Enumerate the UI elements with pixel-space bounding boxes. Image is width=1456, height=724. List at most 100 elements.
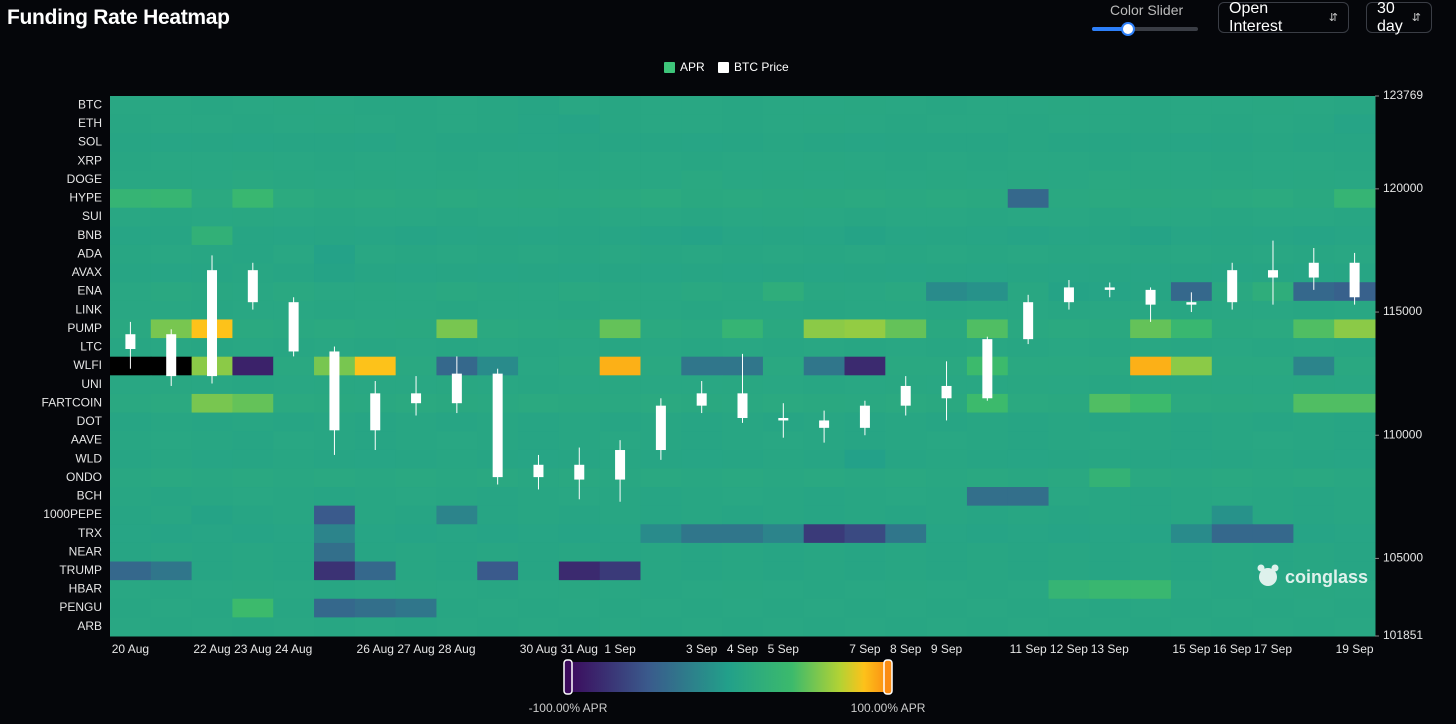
x-tick-label: 27 Aug — [397, 642, 434, 656]
heat-cell — [681, 580, 723, 600]
heat-cell — [1293, 300, 1335, 320]
heat-cell — [803, 393, 846, 414]
heat-cell — [518, 151, 560, 171]
heat-cell — [1293, 189, 1335, 209]
heat-cell — [926, 244, 968, 265]
y2-tick-label: 123769 — [1383, 88, 1423, 102]
heat-cell — [436, 300, 478, 320]
heat-cell — [518, 487, 560, 507]
heat-cell — [436, 505, 478, 525]
legend-label: BTC Price — [734, 60, 789, 74]
heat-cell — [762, 487, 805, 507]
heat-cell — [150, 561, 193, 581]
heat-cell — [1130, 449, 1172, 469]
heat-cell — [926, 505, 968, 525]
heat-cell — [1211, 412, 1254, 432]
heat-cell — [477, 133, 519, 153]
color-slider[interactable] — [1092, 22, 1198, 36]
heat-cell — [1130, 375, 1172, 395]
heat-cell — [518, 580, 560, 600]
x-tick-label: 5 Sep — [768, 642, 800, 656]
heat-cell — [1252, 468, 1294, 488]
heat-cell — [232, 505, 274, 525]
heat-cell — [926, 598, 968, 618]
y-tick-label: TRX — [78, 526, 102, 540]
y-tick-label: HYPE — [69, 191, 102, 205]
heat-cell — [1334, 487, 1376, 507]
heat-cell — [803, 96, 846, 116]
x-tick-label: 8 Sep — [890, 642, 922, 656]
heat-cell — [1048, 319, 1090, 339]
heat-cell — [110, 449, 152, 469]
range-text: 30 day — [1377, 0, 1403, 35]
heat-cell — [1334, 226, 1376, 246]
heat-cell — [273, 580, 315, 600]
heat-cell — [1293, 170, 1335, 190]
candle-body — [615, 450, 626, 480]
heat-cell — [966, 468, 1009, 488]
heat-cell — [1252, 375, 1294, 395]
x-tick-label: 7 Sep — [849, 642, 881, 656]
heat-cell — [722, 170, 764, 190]
y-tick-label: LINK — [75, 302, 102, 316]
heat-cell — [1089, 356, 1131, 376]
heat-cell — [926, 449, 968, 469]
heat-cell — [803, 319, 846, 339]
heat-cell — [640, 375, 682, 395]
heat-cell — [314, 282, 356, 302]
heat-cell — [1293, 468, 1335, 488]
candle-body — [1349, 262, 1360, 298]
heat-cell — [762, 114, 805, 134]
heat-cell — [1130, 561, 1172, 581]
heat-cell — [1170, 226, 1213, 246]
candle-body — [207, 270, 218, 377]
heat-cell — [110, 393, 152, 414]
heat-cell — [599, 598, 641, 618]
heat-cell — [110, 207, 152, 227]
heat-cell — [681, 431, 723, 451]
heat-cell — [1130, 244, 1172, 265]
candle-body — [125, 334, 136, 350]
heat-cell — [885, 468, 927, 488]
heat-cell — [1334, 393, 1376, 414]
metric-select[interactable]: Open Interest ⇵ — [1218, 0, 1349, 35]
heat-cell — [599, 505, 641, 525]
heat-cell — [1170, 524, 1213, 544]
y-tick-label: BNB — [77, 228, 102, 242]
heat-cell — [1130, 412, 1172, 432]
heat-cell — [803, 542, 846, 563]
range-select[interactable]: 30 day ⇵ — [1366, 0, 1432, 35]
heat-cell — [395, 282, 437, 302]
heat-cell — [926, 170, 968, 190]
heat-cell — [191, 170, 233, 190]
heat-cell — [354, 263, 397, 283]
slider-knob[interactable] — [1121, 22, 1135, 36]
heat-cell — [354, 468, 397, 488]
heat-cell — [722, 282, 764, 302]
heat-cell — [640, 338, 682, 358]
heat-cell — [110, 133, 152, 153]
heat-cell — [885, 449, 927, 469]
heat-cell — [844, 580, 886, 600]
heat-cell — [558, 561, 601, 581]
heat-cell — [966, 170, 1009, 190]
heat-cell — [1252, 151, 1294, 171]
heat-cell — [762, 170, 805, 190]
heat-cell — [762, 244, 805, 265]
heat-cell — [1089, 449, 1131, 469]
candle-body — [1267, 270, 1278, 278]
heat-cell — [232, 542, 274, 563]
heat-cell — [191, 151, 233, 171]
heat-cell — [232, 300, 274, 320]
heat-cell — [354, 96, 397, 116]
heat-cell — [232, 114, 274, 134]
heat-cell — [518, 282, 560, 302]
heat-cell — [191, 617, 233, 637]
heat-cell — [150, 170, 193, 190]
heat-cell — [640, 226, 682, 246]
heat-cell — [640, 244, 682, 265]
heat-cell — [1007, 598, 1050, 618]
heat-cell — [1130, 133, 1172, 153]
heat-cell — [1211, 617, 1254, 637]
heat-cell — [314, 207, 356, 227]
